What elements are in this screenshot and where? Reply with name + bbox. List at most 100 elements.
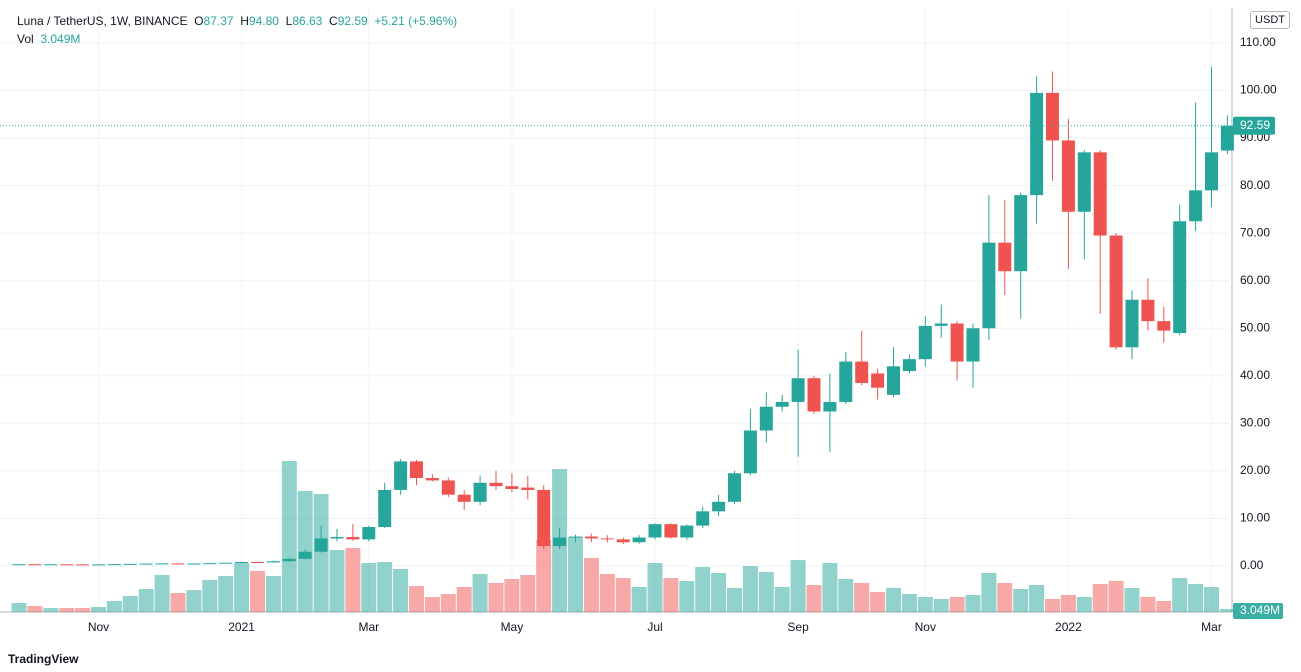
candle-body [187, 563, 201, 565]
volume-bar [250, 571, 265, 612]
volume-bar [154, 575, 170, 612]
candle-body [457, 494, 471, 502]
candle-body [791, 378, 805, 402]
volume-bar [806, 585, 822, 612]
volume-bar [202, 580, 218, 612]
candle-body [855, 361, 869, 383]
volume-bar [106, 601, 122, 612]
candle-body [1125, 299, 1139, 348]
volume-bar [727, 588, 742, 612]
candle-body [887, 366, 900, 395]
candle-body [92, 564, 105, 566]
candle-body [728, 473, 741, 502]
y-tick-label: 110.00 [1240, 35, 1276, 49]
volume-bar [1045, 599, 1060, 612]
x-tick-label: 2022 [1055, 620, 1082, 634]
candle-body [616, 539, 630, 543]
candle-body [839, 361, 853, 402]
y-tick-label: 50.00 [1240, 320, 1270, 334]
candle-body [998, 242, 1012, 272]
volume-bar [854, 583, 870, 612]
high: 94.80 [248, 14, 279, 28]
volume-bar [170, 593, 186, 612]
volume-bar [615, 578, 631, 612]
last-volume-box [1233, 603, 1283, 619]
volume-bar [91, 607, 106, 612]
volume-bar [1060, 595, 1076, 612]
candle-body [902, 359, 916, 372]
candle-body [394, 461, 408, 490]
x-tick-label: Nov [915, 620, 936, 634]
volume-bar [647, 563, 663, 612]
volume-bar [329, 550, 345, 612]
volume-bar [43, 608, 59, 612]
volume-bar [186, 590, 202, 612]
close: 92.59 [337, 14, 368, 28]
candle-body [1189, 190, 1203, 222]
candle-body [219, 562, 233, 564]
volume-bar [75, 608, 91, 612]
volume-bar [281, 461, 297, 612]
y-tick-label: 10.00 [1240, 511, 1270, 525]
candle-body [441, 480, 455, 495]
candle-body [1046, 92, 1059, 141]
volume-bar [1076, 597, 1092, 612]
volume-bar [886, 588, 901, 612]
y-tick-label: 100.00 [1240, 83, 1277, 97]
volume-bar [1092, 584, 1108, 612]
vol-label: Vol [17, 32, 34, 46]
symbol: Luna / TetherUS, 1W, BINANCE [17, 14, 188, 28]
volume-bar [711, 573, 727, 612]
volume-bar [313, 494, 329, 612]
candle-body [982, 242, 996, 329]
volume-bar [758, 572, 774, 612]
volume-bar [790, 560, 806, 612]
legend: Luna / TetherUS, 1W, BINANCE O87.37 H94.… [17, 12, 457, 48]
volume-bar [822, 563, 838, 612]
candle-body [235, 561, 249, 563]
volume-bar [138, 589, 154, 612]
candle-body [171, 563, 185, 565]
candle-body [266, 561, 280, 563]
volume-bar [1156, 601, 1172, 612]
volume-bar [695, 567, 711, 612]
volume-bar [11, 603, 27, 612]
candle-body [966, 328, 980, 362]
volume-bar [933, 599, 949, 612]
volume-bar [599, 574, 615, 612]
vol-value: 3.049M [40, 32, 81, 46]
candle-body [775, 401, 789, 407]
candle-body [918, 325, 932, 360]
candle-body [743, 430, 757, 474]
currency-button[interactable]: USDT [1250, 11, 1290, 29]
h-label: H [240, 14, 249, 28]
candle-body [1157, 321, 1171, 331]
candle-body [346, 537, 360, 540]
volume-bar [377, 562, 393, 612]
volume-bar [440, 594, 456, 612]
x-tick-label: Mar [358, 620, 379, 634]
x-tick-label: May [501, 620, 524, 634]
candle-body [378, 489, 392, 528]
candle-body [1141, 299, 1155, 322]
c-label: C [329, 14, 338, 28]
volume-bar [488, 583, 504, 612]
candle-body [298, 551, 312, 559]
volume-bar [520, 575, 536, 612]
volume-bar [218, 576, 234, 612]
volume-bar [1108, 581, 1124, 612]
candle-body [1109, 235, 1123, 348]
volume-bar [424, 597, 440, 612]
volume-bar [409, 586, 424, 612]
y-tick-label: 20.00 [1240, 463, 1270, 477]
ohlc-row: Luna / TetherUS, 1W, BINANCE O87.37 H94.… [17, 12, 457, 30]
volume-bar [1029, 585, 1045, 612]
vol-row: Vol 3.049M [17, 30, 457, 48]
candle-body [139, 563, 153, 565]
last-volume-label: 3.049M [1240, 603, 1280, 617]
volume-bar [997, 583, 1013, 612]
volume-bar [631, 587, 647, 612]
candle-body [123, 563, 137, 565]
candle-body [521, 487, 535, 490]
